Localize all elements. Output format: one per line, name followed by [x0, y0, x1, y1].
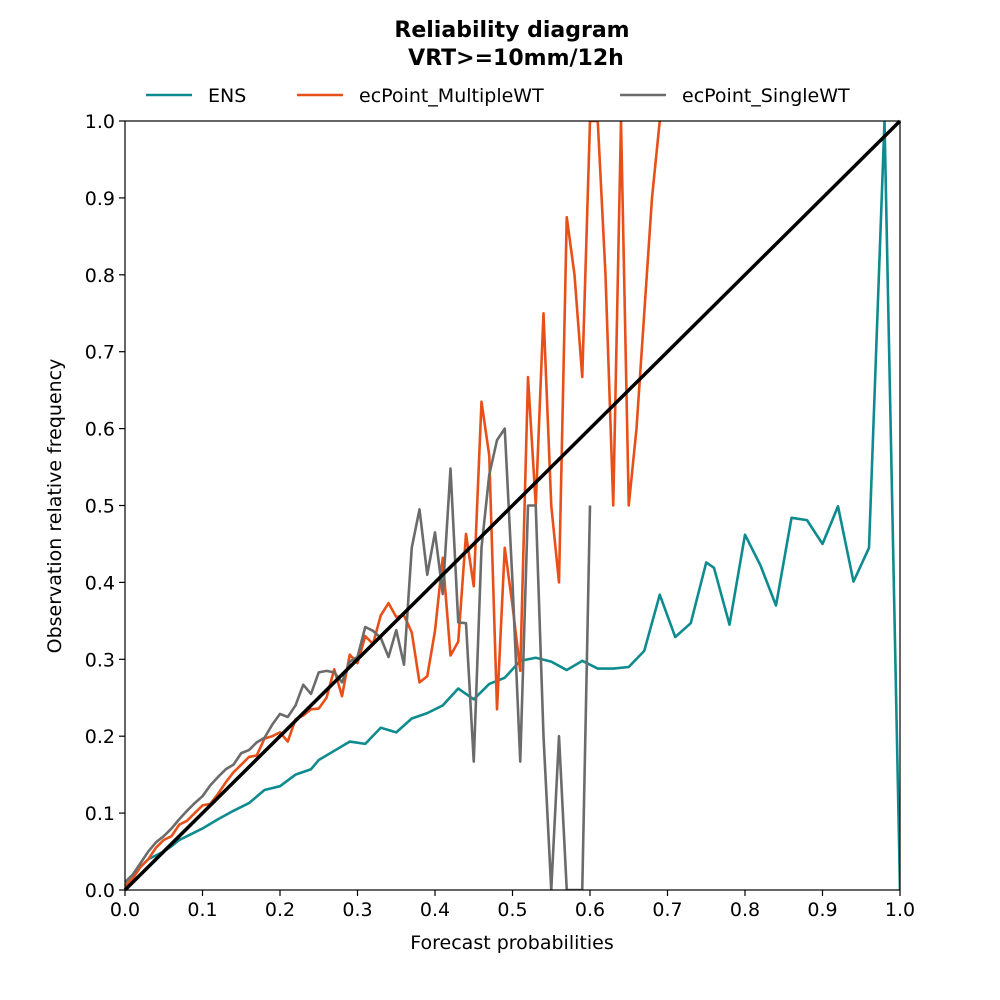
plot-area	[123, 119, 902, 892]
x-tick-label: 0.5	[497, 899, 527, 921]
x-tick-label: 0.2	[265, 899, 295, 921]
x-tick-label: 0.6	[575, 899, 605, 921]
y-tick-label: 0.8	[85, 265, 115, 287]
x-tick-label: 0.1	[187, 899, 217, 921]
x-tick-label: 1.0	[885, 899, 915, 921]
y-tick-label: 1.0	[85, 111, 115, 133]
y-axis-label: Observation relative frequency	[44, 359, 66, 654]
chart-subtitle: VRT>=10mm/12h	[408, 46, 624, 71]
legend-label-ecPoint_MultipleWT: ecPoint_MultipleWT	[359, 85, 544, 107]
series-line-ENS	[125, 121, 900, 890]
legend: ENS ecPoint_MultipleWT ecPoint_SingleWT	[146, 85, 850, 107]
x-tick-label: 0.3	[342, 899, 372, 921]
y-tick-label: 0.7	[85, 342, 115, 364]
y-tick-label: 0.1	[85, 803, 115, 825]
y-tick-label: 0.3	[85, 649, 115, 671]
x-tick-label: 0.9	[807, 899, 837, 921]
y-tick-label: 0.9	[85, 188, 115, 210]
y-tick-label: 0.0	[85, 880, 115, 902]
x-axis-ticks: 0.0 0.1 0.2 0.3 0.4 0.5 0.6 0.7 0.8 0.9 1.0	[110, 890, 915, 921]
y-tick-label: 0.6	[85, 419, 115, 441]
x-axis-label: Forecast probabilities	[410, 932, 613, 954]
series-line-ecPoint_MultipleWT	[125, 121, 662, 888]
legend-label-ecPoint_SingleWT: ecPoint_SingleWT	[682, 85, 850, 107]
y-axis-ticks: 0.0 0.1 0.2 0.3 0.4 0.5 0.6 0.7 0.8 0.9 1.0	[85, 111, 125, 902]
x-tick-label: 0.0	[110, 899, 140, 921]
perfect-reliability-diagonal	[123, 119, 902, 892]
x-tick-label: 0.7	[652, 899, 682, 921]
y-tick-label: 0.5	[85, 496, 115, 518]
x-tick-label: 0.8	[730, 899, 760, 921]
y-tick-label: 0.2	[85, 726, 115, 748]
chart-title: Reliability diagram	[394, 18, 629, 43]
legend-label-ENS: ENS	[208, 85, 246, 107]
x-tick-label: 0.4	[420, 899, 450, 921]
y-tick-label: 0.4	[85, 572, 115, 594]
